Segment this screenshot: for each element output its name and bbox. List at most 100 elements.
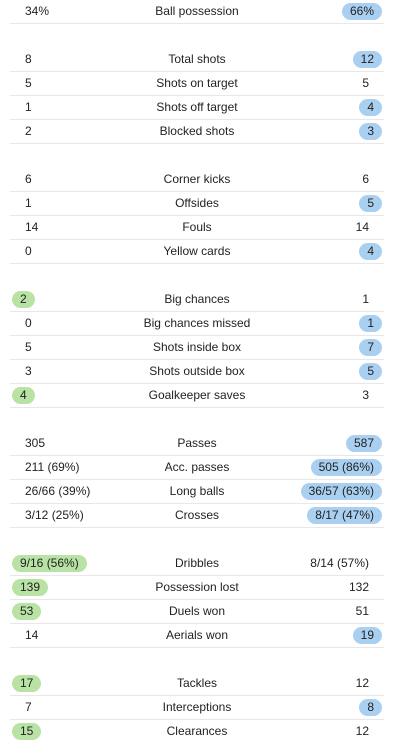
stat-label: Big chances missed	[143, 316, 251, 330]
stat-row: 9/16 (56%) Dribbles 8/14 (57%)	[10, 552, 384, 576]
away-value: 12	[355, 724, 369, 738]
home-value: 34%	[25, 4, 50, 18]
stat-label: Interceptions	[162, 700, 232, 714]
stat-label: Passes	[177, 436, 217, 450]
stat-label: Aerials won	[165, 628, 229, 642]
stat-row: 5 Shots on target 5	[10, 72, 384, 96]
home-value: 15	[12, 720, 42, 743]
stat-row: 26/66 (39%) Long balls 36/57 (63%)	[10, 480, 384, 504]
home-value: 5	[25, 76, 32, 90]
home-value: 3/12 (25%)	[25, 508, 84, 522]
home-value: 5	[25, 340, 32, 354]
stat-label: Dribbles	[174, 556, 219, 570]
away-value: 5	[359, 360, 382, 383]
stat-label: Acc. passes	[164, 460, 230, 474]
home-value: 0	[25, 244, 32, 258]
stat-label: Possession lost	[155, 580, 239, 594]
stat-row: 15 Clearances 12	[10, 720, 384, 744]
home-value: 2	[25, 124, 32, 138]
stat-label: Corner kicks	[163, 172, 231, 186]
stat-label: Tackles	[176, 676, 217, 690]
stat-label: Blocked shots	[159, 124, 235, 138]
home-value: 53	[12, 600, 42, 623]
stat-row: 17 Tackles 12	[10, 672, 384, 696]
home-value: 7	[25, 700, 32, 714]
stat-label: Clearances	[166, 724, 228, 738]
home-value: 2	[12, 288, 35, 311]
away-value: 132	[348, 580, 369, 594]
stat-row: 211 (69%) Acc. passes 505 (86%)	[10, 456, 384, 480]
home-value: 305	[25, 436, 46, 450]
home-value: 8	[25, 52, 32, 66]
away-value: 8/14 (57%)	[310, 556, 369, 570]
stat-row: 1 Offsides 5	[10, 192, 384, 216]
stat-label: Shots on target	[156, 76, 238, 90]
away-value: 1	[362, 292, 369, 306]
away-value: 587	[345, 432, 382, 455]
home-value: 3	[25, 364, 32, 378]
stat-row: 7 Interceptions 8	[10, 696, 384, 720]
stat-label: Shots off target	[156, 100, 238, 114]
stat-label: Shots outside box	[149, 364, 245, 378]
stat-row: 8 Total shots 12	[10, 48, 384, 72]
away-value: 14	[355, 220, 369, 234]
away-value: 4	[359, 240, 382, 263]
home-value: 9/16 (56%)	[12, 552, 87, 575]
stat-row: 14 Aerials won 19	[10, 624, 384, 648]
home-value: 1	[25, 100, 32, 114]
stat-row: 1 Shots off target 4	[10, 96, 384, 120]
stat-row: 53 Duels won 51	[10, 600, 384, 624]
home-value: 14	[25, 628, 39, 642]
home-value: 14	[25, 220, 39, 234]
away-value: 12	[355, 676, 369, 690]
stat-row: 2 Big chances 1	[10, 288, 384, 312]
home-value: 6	[25, 172, 32, 186]
stat-row: 6 Corner kicks 6	[10, 168, 384, 192]
home-value: 0	[25, 316, 32, 330]
stat-row: 14 Fouls 14	[10, 216, 384, 240]
stat-label: Fouls	[182, 220, 212, 234]
stat-row: 34% Ball possession 66%	[10, 0, 384, 24]
away-value: 66%	[341, 0, 382, 23]
stat-row: 5 Shots inside box 7	[10, 336, 384, 360]
away-value: 8	[359, 696, 382, 719]
away-value: 1	[359, 312, 382, 335]
away-value: 12	[352, 48, 382, 71]
stat-row: 139 Possession lost 132	[10, 576, 384, 600]
stat-label: Long balls	[169, 484, 225, 498]
away-value: 3	[359, 120, 382, 143]
stat-label: Goalkeeper saves	[148, 388, 246, 402]
stat-label: Yellow cards	[163, 244, 231, 258]
stat-label: Big chances	[164, 292, 230, 306]
away-value: 36/57 (63%)	[300, 480, 382, 503]
away-value: 5	[362, 76, 369, 90]
stat-row: 3/12 (25%) Crosses 8/17 (47%)	[10, 504, 384, 528]
home-value: 26/66 (39%)	[25, 484, 91, 498]
home-value: 211 (69%)	[25, 460, 80, 474]
stat-row: 3 Shots outside box 5	[10, 360, 384, 384]
stat-label: Offsides	[175, 196, 219, 210]
stat-label: Total shots	[168, 52, 226, 66]
stat-row: 0 Big chances missed 1	[10, 312, 384, 336]
stat-label: Shots inside box	[152, 340, 242, 354]
stat-row: 4 Goalkeeper saves 3	[10, 384, 384, 408]
away-value: 505 (86%)	[310, 456, 382, 479]
away-value: 4	[359, 96, 382, 119]
home-value: 1	[25, 196, 32, 210]
away-value: 7	[359, 336, 382, 359]
away-value: 3	[362, 388, 369, 402]
away-value: 8/17 (47%)	[307, 504, 382, 527]
stat-row: 2 Blocked shots 3	[10, 120, 384, 144]
stat-label: Ball possession	[155, 4, 239, 18]
stat-label: Crosses	[174, 508, 219, 522]
stat-row: 0 Yellow cards 4	[10, 240, 384, 264]
home-value: 4	[12, 384, 35, 407]
stat-label: Duels won	[168, 604, 226, 618]
home-value: 139	[12, 576, 49, 599]
away-value: 6	[362, 172, 369, 186]
stat-row: 305 Passes 587	[10, 432, 384, 456]
away-value: 5	[359, 192, 382, 215]
away-value: 19	[352, 624, 382, 647]
away-value: 51	[355, 604, 369, 618]
home-value: 17	[12, 672, 42, 695]
